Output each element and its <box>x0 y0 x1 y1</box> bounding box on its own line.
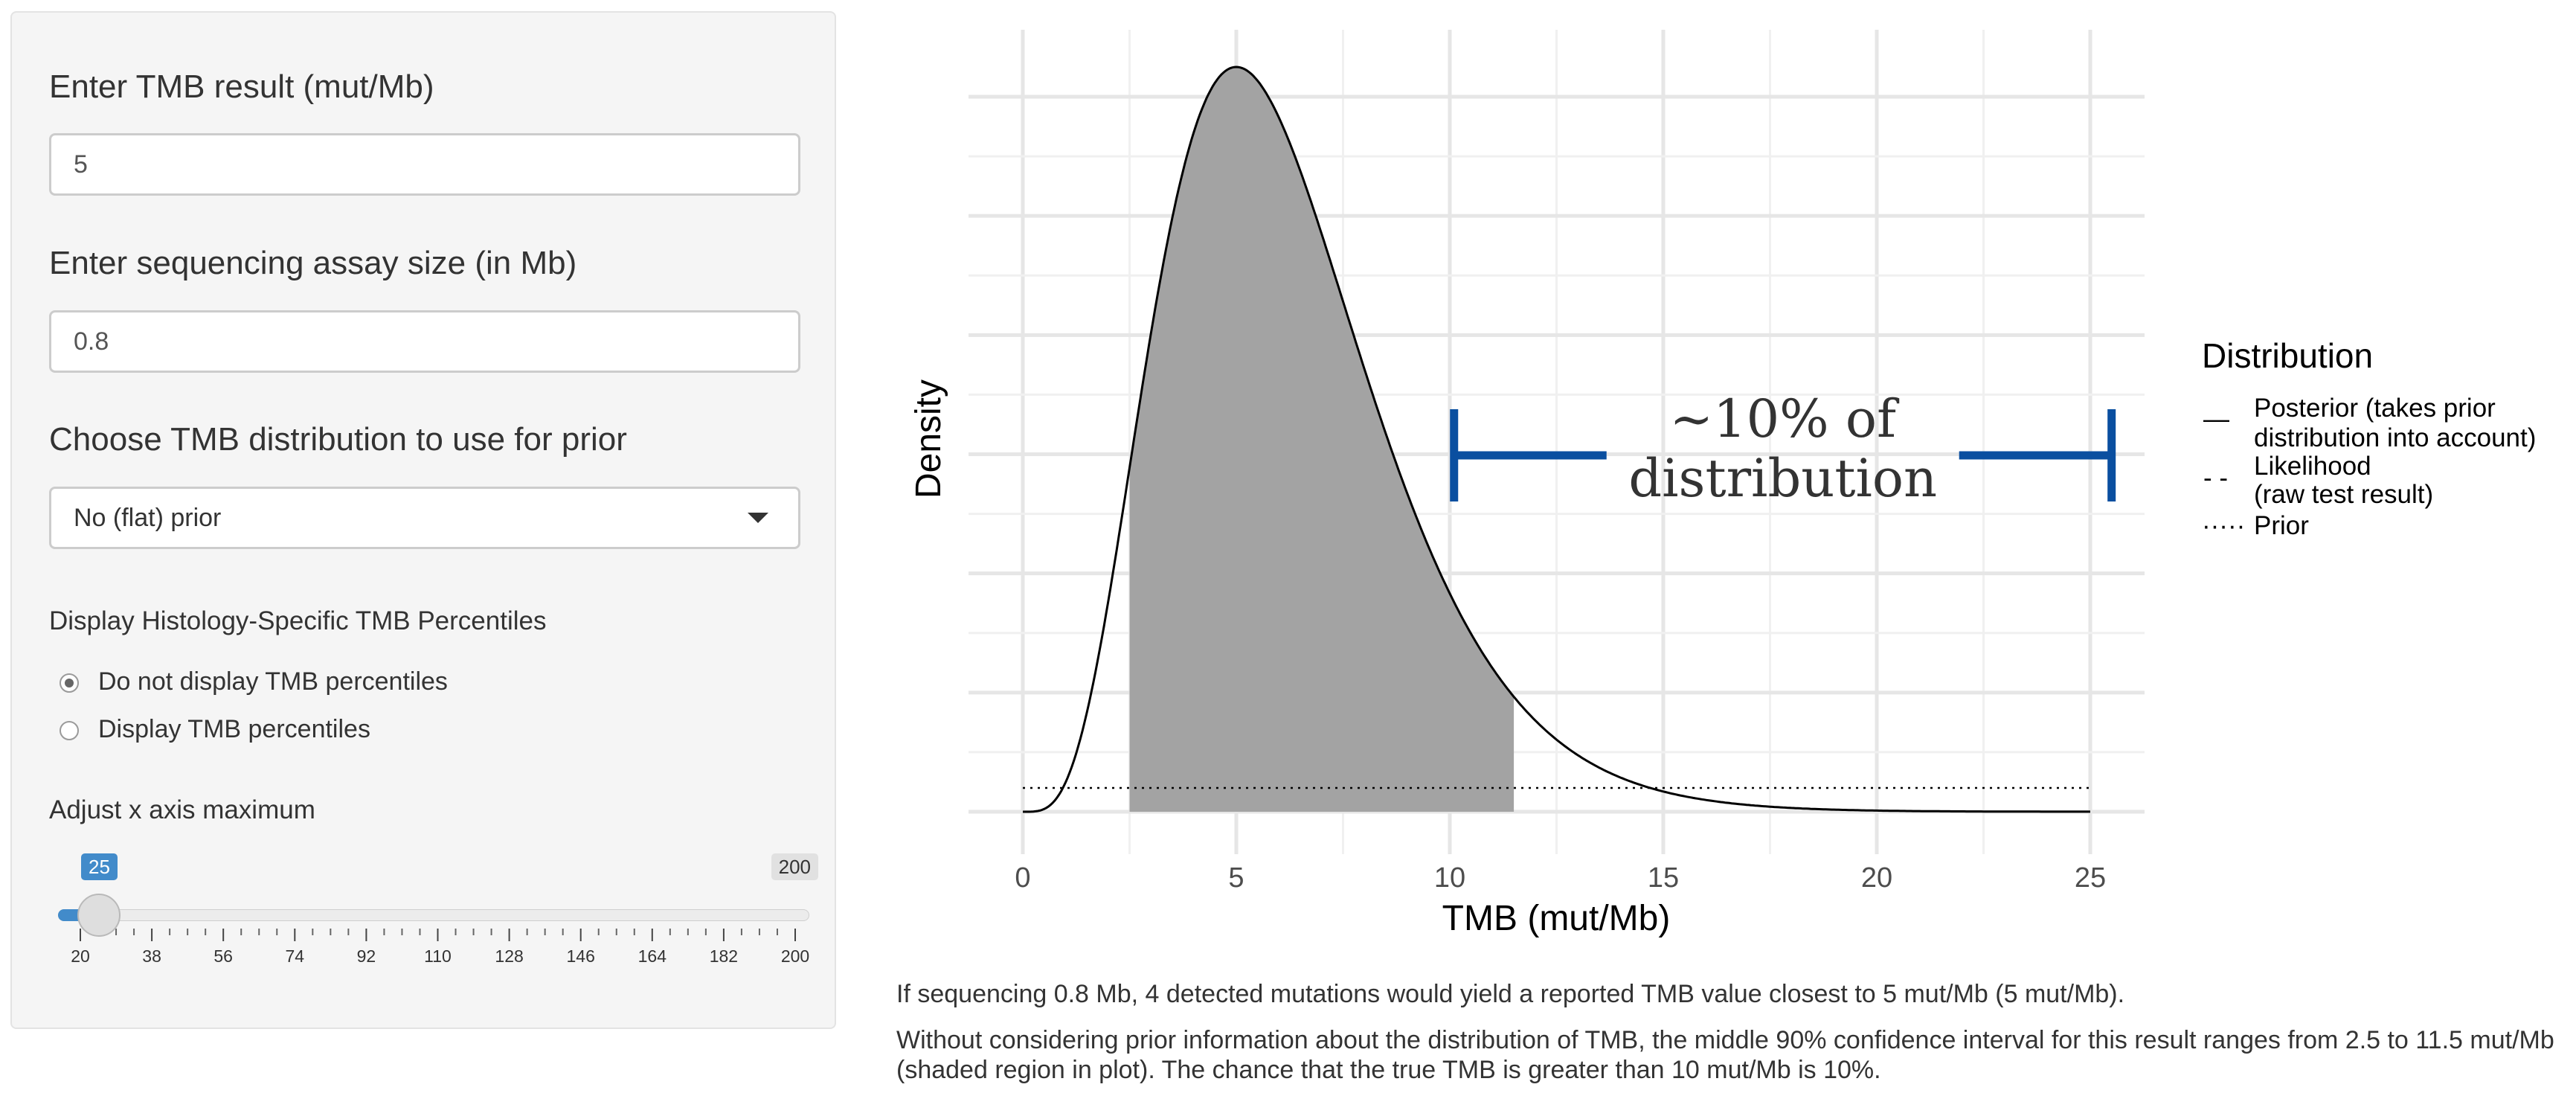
prior-distribution-select[interactable]: No (flat) prior <box>49 487 800 549</box>
sidebar-panel: Enter TMB result (mut/Mb) Enter sequenci… <box>10 11 836 1029</box>
slider-ticks: 20 38 56 74 92 110 128 146 164 182 200 <box>71 929 809 965</box>
slider-tick-label: 164 <box>638 946 667 965</box>
legend-title: Distribution <box>2202 336 2373 375</box>
tmb-result-label: Enter TMB result (mut/Mb) <box>49 68 434 105</box>
confidence-interval-shaded-area <box>1129 67 1515 812</box>
assay-size-input[interactable] <box>49 310 800 373</box>
slider-tick-label: 56 <box>213 946 233 965</box>
result-sentence-2: Without considering prior information ab… <box>896 1026 2554 1084</box>
slider-tick-label: 20 <box>71 946 90 965</box>
x-axis-max-slider[interactable]: 25 200 20 38 56 74 92 110 128 146 164 182 200 <box>49 853 818 965</box>
slider-value-badge: 25 <box>81 853 118 880</box>
legend-symbol-likelihood: - - <box>2203 464 2228 493</box>
x-tick-label: 20 <box>1861 862 1892 894</box>
x-tick-label: 10 <box>1434 862 1465 894</box>
percentiles-label: Display Histology-Specific TMB Percentil… <box>49 606 547 635</box>
slider-tick-label: 128 <box>495 946 523 965</box>
x-tick-label: 0 <box>1015 862 1030 894</box>
slider-tick-label: 110 <box>424 946 452 965</box>
legend-likelihood-line1: Likelihood <box>2254 452 2371 481</box>
legend-symbol-prior: ····· <box>2202 511 2245 540</box>
legend-symbol-posterior: — <box>2203 405 2229 434</box>
radio-label: Display TMB percentiles <box>98 715 370 743</box>
slider-tick-label: 38 <box>142 946 161 965</box>
percent-annotation: ~10% of distribution <box>1450 388 2116 509</box>
x-axis-max-label: Adjust x axis maximum <box>49 795 315 824</box>
radio-button[interactable] <box>60 721 79 740</box>
x-axis-ticks: 0 5 10 15 20 25 <box>1015 862 2106 894</box>
slider-max-badge: 200 <box>771 853 818 880</box>
radio-button[interactable] <box>60 673 79 693</box>
legend-posterior-line2: distribution into account) <box>2254 423 2536 452</box>
x-tick-label: 5 <box>1228 862 1244 894</box>
x-axis-title: TMB (mut/Mb) <box>1442 899 1671 938</box>
slider-handle-icon[interactable] <box>77 894 121 937</box>
result-sentence-1: If sequencing 0.8 Mb, 4 detected mutatio… <box>896 980 2125 1008</box>
legend-posterior-line1: Posterior (takes prior <box>2254 394 2496 423</box>
slider-tick-label: 92 <box>357 946 376 965</box>
assay-size-label: Enter sequencing assay size (in Mb) <box>49 245 577 281</box>
legend: Distribution — Posterior (takes prior di… <box>2202 336 2536 540</box>
slider-tick-label: 182 <box>710 946 738 965</box>
annotation-line1: ~10% of <box>1669 388 1900 449</box>
posterior-curve <box>1023 65 2090 813</box>
slider-tick-label: 146 <box>567 946 595 965</box>
tmb-density-plot: 0 5 10 15 20 25 TMB (mut/Mb) Density ~10% of … <box>909 30 2536 938</box>
slider-tick-label: 74 <box>286 946 305 965</box>
annotation-line2: distribution <box>1628 448 1937 509</box>
legend-prior-line1: Prior <box>2254 511 2309 540</box>
x-tick-label: 15 <box>1648 862 1679 894</box>
prior-selected-value: No (flat) prior <box>74 504 222 532</box>
chevron-down-icon <box>748 513 768 523</box>
y-axis-title: Density <box>909 379 948 499</box>
radio-label: Do not display TMB percentiles <box>98 667 448 696</box>
slider-tick-label: 200 <box>781 946 809 965</box>
legend-likelihood-line2: (raw test result) <box>2254 480 2433 509</box>
tmb-result-input[interactable] <box>49 133 800 196</box>
x-tick-label: 25 <box>2075 862 2106 894</box>
prior-distribution-label: Choose TMB distribution to use for prior <box>49 421 627 458</box>
